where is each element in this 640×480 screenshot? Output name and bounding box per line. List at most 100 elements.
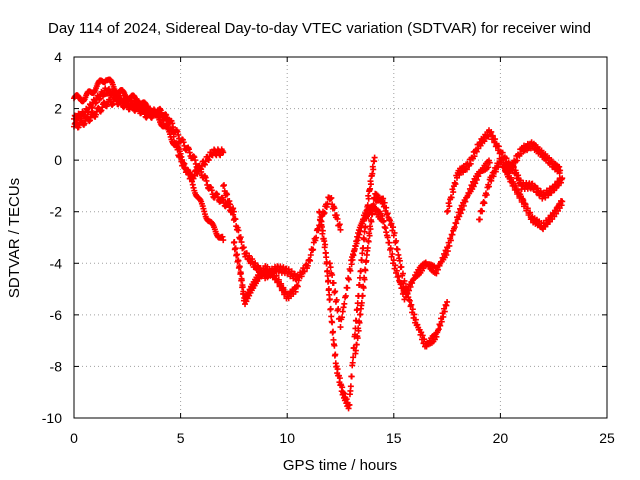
- plot-frame: [73, 56, 608, 419]
- data-point: [479, 208, 486, 215]
- series-sat-f: [316, 154, 378, 412]
- data-point: [361, 236, 368, 243]
- data-point: [510, 164, 517, 171]
- y-tick-label: -6: [50, 307, 63, 323]
- data-point: [337, 226, 344, 233]
- data-point: [408, 301, 415, 308]
- data-point: [173, 141, 180, 148]
- data-point: [381, 199, 388, 206]
- data-point: [499, 149, 506, 156]
- data-point: [332, 351, 339, 358]
- data-point: [473, 176, 480, 183]
- data-point: [481, 200, 488, 207]
- data-point: [444, 207, 451, 214]
- data-point: [498, 157, 505, 164]
- y-tick-label: -8: [50, 358, 63, 374]
- data-point: [227, 201, 234, 208]
- data-point: [481, 138, 488, 145]
- data-point: [341, 300, 348, 307]
- x-tick-label: 10: [279, 430, 295, 446]
- data-point: [319, 227, 326, 234]
- data-point: [346, 401, 353, 408]
- data-point: [365, 238, 372, 245]
- data-point: [367, 226, 374, 233]
- chart-title: Day 114 of 2024, Sidereal Day-to-day VTE…: [48, 20, 591, 37]
- data-point: [379, 212, 386, 219]
- data-point: [234, 251, 241, 258]
- data-point: [393, 237, 400, 244]
- data-point: [331, 342, 338, 349]
- data-point: [324, 267, 331, 274]
- data-point: [392, 262, 399, 269]
- data-point: [460, 202, 467, 209]
- data-point: [333, 296, 340, 303]
- data-point: [326, 296, 333, 303]
- data-point: [448, 194, 455, 201]
- data-point: [380, 195, 387, 202]
- data-point: [495, 143, 502, 150]
- data-point: [362, 267, 369, 274]
- data-point: [307, 257, 314, 264]
- data-point: [331, 205, 338, 212]
- data-point: [236, 263, 243, 270]
- data-point: [460, 169, 467, 176]
- data-point: [447, 237, 454, 244]
- data-point: [470, 183, 477, 190]
- data-point: [307, 252, 314, 259]
- data-point: [542, 151, 549, 158]
- data-point: [388, 220, 395, 227]
- data-point: [467, 160, 474, 167]
- data-point: [325, 285, 332, 292]
- data-point: [352, 243, 359, 250]
- data-point: [317, 213, 324, 220]
- data-point: [463, 166, 470, 173]
- data-point: [355, 327, 362, 334]
- data-point: [421, 336, 428, 343]
- data-point: [457, 210, 464, 217]
- data-point: [330, 328, 337, 335]
- data-point: [456, 213, 463, 220]
- data-point: [450, 189, 457, 196]
- data-point: [310, 246, 317, 253]
- y-axis-label: SDTVAR / TECUs: [6, 178, 23, 298]
- data-point: [380, 217, 387, 224]
- data-point: [361, 276, 368, 283]
- data-point: [453, 220, 460, 227]
- data-point: [409, 306, 416, 313]
- data-point: [367, 185, 374, 192]
- data-point: [391, 229, 398, 236]
- data-point: [365, 195, 372, 202]
- data-point: [476, 216, 483, 223]
- data-point: [370, 166, 377, 173]
- data-point: [221, 182, 228, 189]
- data-point: [356, 319, 363, 326]
- data-point: [473, 148, 480, 155]
- data-point: [273, 272, 280, 279]
- data-point: [387, 245, 394, 252]
- data-point: [330, 279, 337, 286]
- y-tick-label: -10: [42, 410, 62, 426]
- data-point: [301, 268, 308, 275]
- data-point: [384, 234, 391, 241]
- data-point: [433, 270, 440, 277]
- data-point: [345, 276, 352, 283]
- data-point: [336, 221, 343, 228]
- data-point: [356, 281, 363, 288]
- data-point: [527, 209, 534, 216]
- data-point: [328, 313, 335, 320]
- data-point: [368, 218, 375, 225]
- data-point: [328, 194, 335, 201]
- data-point: [342, 292, 349, 299]
- data-point: [520, 197, 527, 204]
- data-point: [459, 206, 466, 213]
- data-point: [304, 262, 311, 269]
- data-point: [339, 314, 346, 321]
- data-point: [443, 251, 450, 258]
- data-point: [359, 292, 366, 299]
- data-point: [369, 170, 376, 177]
- data-point: [357, 228, 364, 235]
- data-point: [398, 263, 405, 270]
- series-sat-c: [71, 85, 227, 182]
- data-point: [356, 231, 363, 238]
